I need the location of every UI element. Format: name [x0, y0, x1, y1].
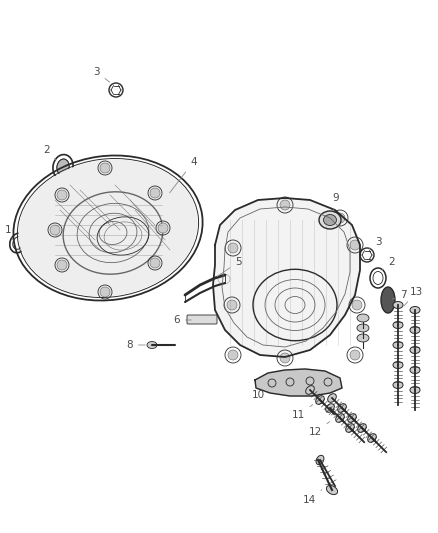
Text: 7: 7 [392, 290, 406, 300]
Ellipse shape [393, 342, 403, 349]
Ellipse shape [57, 260, 67, 270]
Ellipse shape [18, 159, 198, 296]
Ellipse shape [357, 334, 369, 342]
Ellipse shape [57, 190, 67, 200]
Ellipse shape [336, 414, 344, 422]
Ellipse shape [352, 300, 362, 310]
Ellipse shape [367, 434, 376, 442]
Text: 2: 2 [382, 257, 395, 270]
Ellipse shape [410, 346, 420, 353]
Ellipse shape [316, 395, 324, 405]
Text: 3: 3 [369, 237, 381, 248]
Ellipse shape [410, 367, 420, 374]
Text: 1: 1 [5, 225, 13, 240]
Ellipse shape [381, 287, 395, 313]
Ellipse shape [319, 211, 341, 229]
FancyBboxPatch shape [187, 315, 217, 324]
Ellipse shape [100, 163, 110, 173]
Ellipse shape [350, 350, 360, 360]
Ellipse shape [410, 306, 420, 313]
Text: 6: 6 [173, 315, 191, 325]
Text: 2: 2 [43, 145, 56, 160]
Ellipse shape [324, 214, 336, 225]
Ellipse shape [280, 353, 290, 363]
Ellipse shape [280, 200, 290, 210]
Text: 8: 8 [127, 340, 145, 350]
Ellipse shape [410, 327, 420, 334]
Ellipse shape [358, 424, 366, 432]
Ellipse shape [348, 414, 357, 422]
Ellipse shape [393, 361, 403, 368]
Ellipse shape [335, 213, 345, 223]
Polygon shape [255, 369, 342, 396]
Ellipse shape [410, 386, 420, 393]
Text: 3: 3 [93, 67, 110, 82]
Ellipse shape [150, 188, 160, 198]
Ellipse shape [326, 486, 338, 495]
Ellipse shape [228, 243, 238, 253]
Text: 9: 9 [332, 193, 339, 209]
Ellipse shape [50, 225, 60, 235]
Ellipse shape [393, 382, 403, 389]
Ellipse shape [57, 159, 69, 175]
Ellipse shape [227, 300, 237, 310]
Ellipse shape [338, 403, 346, 413]
Text: 13: 13 [404, 287, 423, 306]
Ellipse shape [357, 324, 369, 332]
Text: 11: 11 [292, 405, 313, 420]
Ellipse shape [150, 258, 160, 268]
Text: 4: 4 [170, 157, 197, 193]
Text: 10: 10 [252, 385, 270, 400]
Ellipse shape [328, 394, 336, 402]
Text: 12: 12 [309, 422, 330, 437]
Ellipse shape [228, 350, 238, 360]
Ellipse shape [100, 287, 110, 297]
Ellipse shape [393, 302, 403, 309]
Ellipse shape [158, 223, 168, 233]
Ellipse shape [350, 240, 360, 250]
Ellipse shape [306, 386, 314, 394]
Ellipse shape [326, 403, 334, 413]
Ellipse shape [147, 342, 157, 349]
Ellipse shape [357, 314, 369, 322]
Ellipse shape [316, 455, 324, 465]
Ellipse shape [346, 424, 354, 432]
Text: 14: 14 [303, 490, 322, 505]
Polygon shape [213, 198, 360, 357]
Ellipse shape [393, 321, 403, 328]
Text: 5: 5 [217, 257, 242, 277]
